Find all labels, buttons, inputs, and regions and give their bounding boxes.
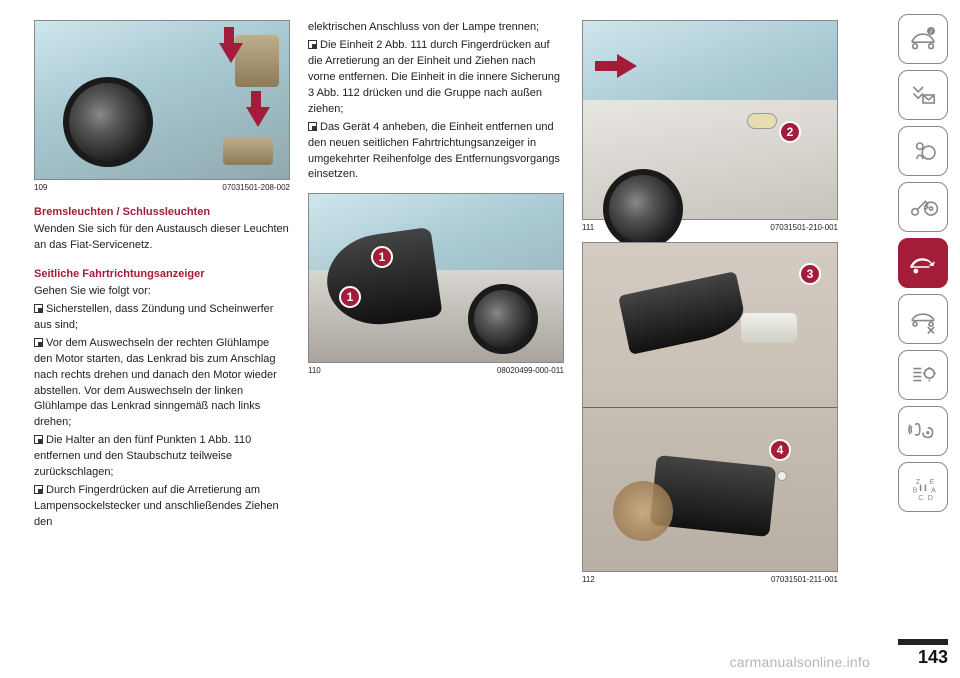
figure-code: 07031501-211-001 [771, 575, 838, 584]
column-2: elektrischen Anschluss von der Lampe tre… [308, 20, 564, 660]
svg-text:B: B [913, 486, 918, 495]
lamp-housing-graphic [618, 271, 748, 355]
figure-109 [34, 20, 290, 180]
figure-divider [583, 407, 837, 408]
section-tabs-sidebar: i ZEBACD [898, 14, 948, 512]
bullet-text: Das Gerät 4 anheben, die Einheit entfern… [308, 121, 560, 181]
bullet-text: Die Einheit 2 Abb. 111 durch Fingerdrück… [308, 39, 560, 115]
wheel-graphic [468, 284, 538, 354]
index-icon[interactable]: ZEBACD [898, 462, 948, 512]
bullet-icon [308, 40, 317, 49]
bullet-icon [34, 435, 43, 444]
arrow-down-icon [219, 43, 243, 63]
figure-110: 1 1 [308, 193, 564, 363]
figure-111: 2 [582, 20, 838, 220]
bullet-icon [308, 122, 317, 131]
page-number-bar [898, 639, 948, 645]
column-1: 109 07031501-208-002 Bremsleuchten / Sch… [34, 20, 290, 660]
callout-marker-3: 3 [799, 263, 821, 285]
paragraph: Wenden Sie sich für den Austausch dieser… [34, 222, 290, 254]
wheel-graphic [63, 77, 153, 167]
figure-caption: 112 07031501-211-001 [582, 575, 838, 584]
service-tools-icon[interactable] [898, 294, 948, 344]
figure-112: 3 4 [582, 242, 838, 572]
heading-brake-lights: Bremsleuchten / Schlussleuchten [34, 206, 290, 218]
bullet-icon [34, 304, 43, 313]
figure-caption: 109 07031501-208-002 [34, 183, 290, 192]
bullet-item: Die Einheit 2 Abb. 111 durch Fingerdrück… [308, 38, 564, 118]
callout-marker-2: 2 [779, 121, 801, 143]
figure-number: 110 [308, 366, 321, 375]
arrow-down-icon [246, 107, 270, 127]
hand-graphic [613, 481, 673, 541]
bullet-item: Durch Fingerdrücken auf die Arretierung … [34, 483, 290, 531]
safety-airbag-icon[interactable] [898, 126, 948, 176]
lens-graphic [741, 313, 797, 343]
side-repeater-lamp [747, 113, 777, 129]
bullet-item: Das Gerät 4 anheben, die Einheit entfern… [308, 120, 564, 184]
bullet-icon [34, 338, 43, 347]
figure-caption: 110 08020499-000-011 [308, 366, 564, 375]
column-3: 2 111 07031501-210-001 3 4 112 07031501-… [582, 20, 838, 660]
vehicle-info-icon[interactable]: i [898, 14, 948, 64]
wheel-graphic [603, 169, 683, 249]
connector-graphic [223, 137, 273, 165]
figure-number: 112 [582, 575, 595, 584]
bullet-item: Vor dem Auswechseln der rechten Glühlamp… [34, 336, 290, 432]
arrow-graphic [595, 61, 619, 71]
emergency-icon[interactable] [898, 238, 948, 288]
svg-text:Z: Z [916, 477, 921, 486]
manual-page: 109 07031501-208-002 Bremsleuchten / Sch… [34, 20, 838, 660]
figure-code: 07031501-210-001 [770, 223, 838, 232]
page-number-value: 143 [898, 647, 948, 668]
page-number: 143 [898, 639, 948, 668]
paragraph: Gehen Sie wie folgt vor: [34, 284, 290, 300]
figure-code: 07031501-208-002 [222, 183, 290, 192]
key-steering-icon[interactable] [898, 182, 948, 232]
paragraph: elektrischen Anschluss von der Lampe tre… [308, 20, 564, 36]
figure-code: 08020499-000-011 [497, 366, 564, 375]
heading-side-indicators: Seitliche Fahrtrichtungsanzeiger [34, 268, 290, 280]
arrow-right-icon [617, 54, 637, 78]
bullet-text: Sicherstellen, dass Zündung und Scheinwe… [34, 303, 273, 331]
bulb-graphic [777, 471, 787, 481]
bullet-text: Durch Fingerdrücken auf die Arretierung … [34, 484, 279, 528]
figure-number: 111 [582, 223, 594, 232]
bullet-text: Die Halter an den fünf Punkten 1 Abb. 11… [34, 434, 251, 478]
lights-messages-icon[interactable] [898, 70, 948, 120]
figure-number: 109 [34, 183, 47, 192]
bullet-text: Vor dem Auswechseln der rechten Glühlamp… [34, 337, 277, 429]
callout-marker-4: 4 [769, 439, 791, 461]
watermark-text: carmanualsonline.info [730, 654, 870, 670]
bullet-item: Sicherstellen, dass Zündung und Scheinwe… [34, 302, 290, 334]
svg-text:D: D [928, 493, 933, 502]
bullet-icon [34, 485, 43, 494]
svg-text:C: C [918, 493, 923, 502]
bullet-item: Die Halter an den fünf Punkten 1 Abb. 11… [34, 433, 290, 481]
specifications-icon[interactable] [898, 350, 948, 400]
svg-text:E: E [929, 477, 934, 486]
multimedia-nav-icon[interactable] [898, 406, 948, 456]
